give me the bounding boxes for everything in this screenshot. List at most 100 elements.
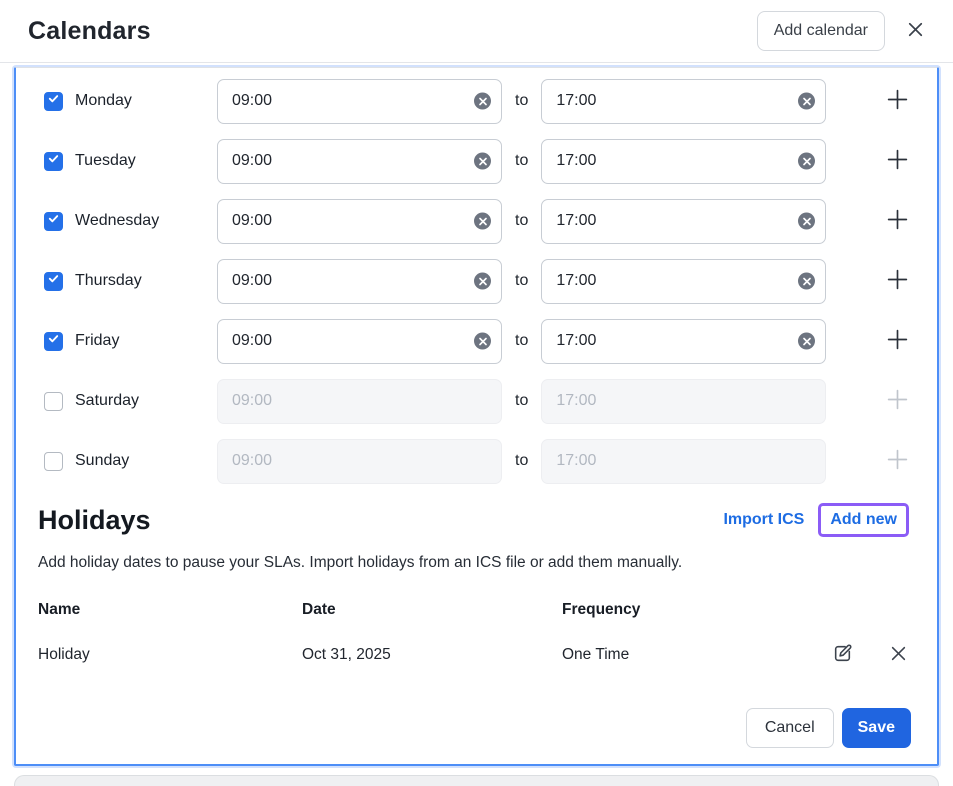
friday-end-input[interactable] bbox=[541, 318, 827, 364]
monday-checkbox[interactable] bbox=[44, 91, 63, 111]
clear-icon bbox=[478, 274, 487, 289]
day-label: Tuesday bbox=[75, 152, 136, 169]
holidays-table: Name Date Frequency Holiday Oct 31, 2025… bbox=[38, 601, 909, 666]
clear-icon bbox=[478, 154, 487, 169]
saturday-add-interval-button bbox=[885, 389, 909, 413]
saturday-end-input bbox=[541, 378, 827, 424]
holiday-frequency-cell: One Time bbox=[562, 646, 630, 663]
clear-icon bbox=[478, 214, 487, 229]
sunday-add-interval-button bbox=[885, 449, 909, 473]
day-label: Monday bbox=[75, 92, 132, 109]
saturday-start-input bbox=[217, 378, 502, 424]
to-label: to bbox=[515, 332, 529, 349]
monday-end-input[interactable] bbox=[541, 78, 827, 124]
tuesday-end-input[interactable] bbox=[541, 138, 827, 184]
sunday-start-input bbox=[217, 438, 502, 484]
checkmark-icon bbox=[47, 152, 60, 170]
delete-holiday-button[interactable] bbox=[887, 644, 909, 666]
clear-start-button[interactable] bbox=[474, 92, 491, 110]
start-time-field bbox=[217, 378, 502, 424]
clear-icon bbox=[803, 274, 811, 289]
start-time-field bbox=[217, 78, 502, 124]
clear-icon bbox=[803, 334, 811, 349]
plus-icon bbox=[886, 268, 909, 294]
start-time-field bbox=[217, 138, 502, 184]
thursday-add-interval-button[interactable] bbox=[885, 269, 909, 293]
edit-icon bbox=[832, 643, 853, 667]
clear-icon bbox=[803, 214, 811, 229]
cancel-button[interactable]: Cancel bbox=[745, 708, 834, 748]
edit-holiday-button[interactable] bbox=[831, 644, 853, 666]
end-time-field bbox=[541, 438, 827, 484]
tuesday-add-interval-button[interactable] bbox=[885, 149, 909, 173]
end-time-field bbox=[541, 78, 827, 124]
day-label: Sunday bbox=[75, 452, 130, 469]
add-new-focus-ring: Add new bbox=[818, 503, 909, 537]
next-card-peek bbox=[14, 775, 939, 786]
clear-end-button[interactable] bbox=[798, 92, 816, 110]
table-header-row: Name Date Frequency bbox=[38, 601, 909, 619]
start-time-field bbox=[217, 438, 502, 484]
calendar-settings-panel: Monday to Tuesday to Wednesday bbox=[14, 67, 939, 766]
monday-start-input[interactable] bbox=[217, 78, 502, 124]
saturday-checkbox[interactable] bbox=[44, 391, 63, 411]
weekday-row-tuesday: Tuesday to bbox=[16, 131, 937, 191]
thursday-checkbox[interactable] bbox=[44, 271, 63, 291]
to-label: to bbox=[515, 92, 529, 109]
wednesday-add-interval-button[interactable] bbox=[885, 209, 909, 233]
plus-icon bbox=[886, 388, 909, 414]
end-time-field bbox=[541, 198, 827, 244]
close-icon bbox=[905, 19, 926, 43]
import-ics-link[interactable]: Import ICS bbox=[723, 511, 805, 528]
clear-icon bbox=[803, 94, 811, 109]
weekday-row-thursday: Thursday to bbox=[16, 251, 937, 311]
clear-end-button[interactable] bbox=[798, 332, 816, 350]
end-time-field bbox=[541, 378, 827, 424]
thursday-start-input[interactable] bbox=[217, 258, 502, 304]
holiday-name-cell: Holiday bbox=[38, 646, 90, 663]
clear-start-button[interactable] bbox=[474, 212, 491, 230]
weekday-row-saturday: Saturday to bbox=[16, 371, 937, 431]
friday-start-input[interactable] bbox=[217, 318, 502, 364]
thursday-end-input[interactable] bbox=[541, 258, 827, 304]
wednesday-checkbox[interactable] bbox=[44, 211, 63, 231]
checkmark-icon bbox=[47, 272, 60, 290]
column-header-frequency: Frequency bbox=[562, 601, 641, 618]
dialog-footer: Cancel Save bbox=[745, 708, 911, 748]
header-actions: Add calendar bbox=[756, 11, 927, 51]
save-button[interactable]: Save bbox=[841, 708, 911, 748]
weekday-row-friday: Friday to bbox=[16, 311, 937, 371]
plus-icon bbox=[886, 148, 909, 174]
close-button[interactable] bbox=[903, 19, 927, 43]
tuesday-start-input[interactable] bbox=[217, 138, 502, 184]
holidays-title: Holidays bbox=[38, 504, 151, 535]
holidays-header: Holidays Import ICS Add new bbox=[38, 503, 909, 537]
clear-start-button[interactable] bbox=[474, 272, 491, 290]
clear-end-button[interactable] bbox=[798, 212, 816, 230]
sunday-end-input bbox=[541, 438, 827, 484]
add-new-link[interactable]: Add new bbox=[830, 511, 897, 528]
end-time-field bbox=[541, 138, 827, 184]
friday-add-interval-button[interactable] bbox=[885, 329, 909, 353]
holidays-description: Add holiday dates to pause your SLAs. Im… bbox=[38, 554, 683, 571]
friday-checkbox[interactable] bbox=[44, 331, 63, 351]
delete-icon bbox=[890, 645, 907, 665]
monday-add-interval-button[interactable] bbox=[885, 89, 909, 113]
clear-start-button[interactable] bbox=[474, 332, 491, 350]
holidays-section: Holidays Import ICS Add new Add holiday … bbox=[16, 503, 937, 666]
column-header-name: Name bbox=[38, 601, 81, 618]
to-label: to bbox=[515, 152, 529, 169]
day-label: Friday bbox=[75, 332, 120, 349]
wednesday-start-input[interactable] bbox=[217, 198, 502, 244]
day-label: Thursday bbox=[75, 272, 142, 289]
clear-end-button[interactable] bbox=[798, 272, 816, 290]
to-label: to bbox=[515, 452, 529, 469]
sunday-checkbox[interactable] bbox=[44, 451, 63, 471]
add-calendar-button[interactable]: Add calendar bbox=[756, 11, 885, 51]
wednesday-end-input[interactable] bbox=[541, 198, 827, 244]
clear-end-button[interactable] bbox=[798, 152, 816, 170]
start-time-field bbox=[217, 318, 502, 364]
clear-start-button[interactable] bbox=[474, 152, 491, 170]
to-label: to bbox=[515, 272, 529, 289]
tuesday-checkbox[interactable] bbox=[44, 151, 63, 171]
